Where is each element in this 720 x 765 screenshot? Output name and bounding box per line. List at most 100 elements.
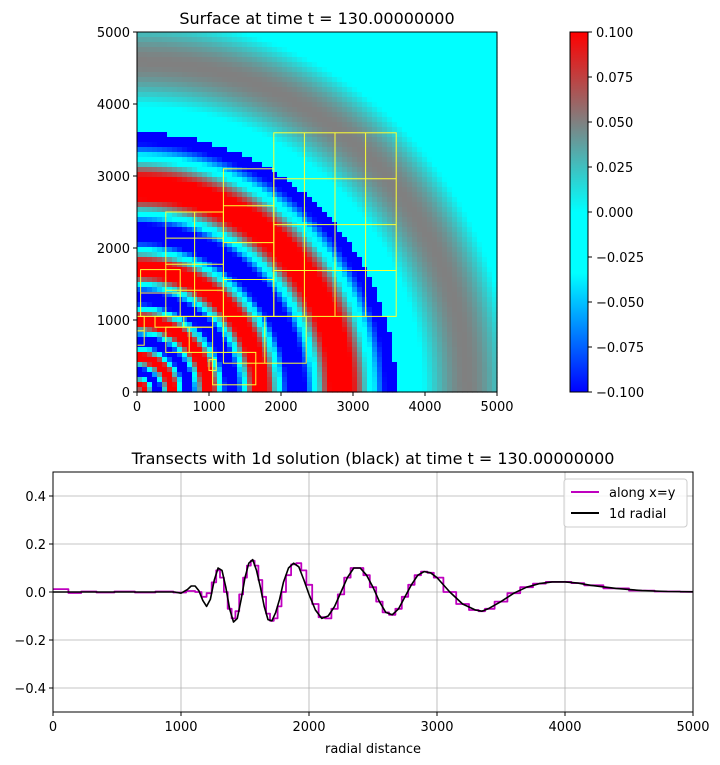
heatmap-cell [327,242,333,248]
heatmap-cell [162,357,168,363]
heatmap-cell [312,207,318,213]
heatmap-cell [297,32,303,38]
heatmap-cell [282,242,288,248]
heatmap-cell [312,372,318,378]
heatmap-cell [252,187,258,193]
heatmap-cell [347,252,353,258]
heatmap-cell [252,122,258,128]
heatmap-cell [277,237,283,243]
heatmap-cell [317,62,323,68]
heatmap-cell [247,302,253,308]
heatmap-cell [142,362,148,368]
heatmap-cell [477,222,483,228]
heatmap-cell [202,317,208,323]
heatmap-cell [377,237,383,243]
heatmap-cell [157,317,163,323]
heatmap-cell [157,62,163,68]
heatmap-cell [202,162,208,168]
heatmap-cell [267,372,273,378]
heatmap-cell [437,62,443,68]
heatmap-cell [392,272,398,278]
heatmap-cell [472,127,478,133]
heatmap-cell [157,167,163,173]
heatmap-cell [317,217,323,223]
heatmap-cell [397,42,403,48]
heatmap-cell [217,352,223,358]
heatmap-cell [377,37,383,43]
heatmap-cell [362,362,368,368]
heatmap-cell [337,127,343,133]
heatmap-cell [282,72,288,78]
heatmap-cell [147,217,153,223]
heatmap-cell [372,157,378,163]
heatmap-cell [337,227,343,233]
heatmap-cell [267,262,273,268]
heatmap-cell [372,102,378,108]
heatmap-cell [257,42,263,48]
heatmap-cell [207,197,213,203]
heatmap-cell [327,142,333,148]
heatmap-cell [372,257,378,263]
heatmap-cell [147,102,153,108]
heatmap-cell [372,97,378,103]
heatmap-cell [162,387,168,393]
heatmap-cell [227,347,233,353]
heatmap-cell [457,282,463,288]
heatmap-cell [357,127,363,133]
heatmap-cell [412,132,418,138]
heatmap-cell [412,102,418,108]
heatmap-cell [287,322,293,328]
heatmap-cell [327,347,333,353]
heatmap-cell [267,247,273,253]
heatmap-cell [337,142,343,148]
heatmap-cell [472,132,478,138]
heatmap-cell [462,72,468,78]
heatmap-cell [447,172,453,178]
heatmap-cell [242,172,248,178]
heatmap-cell [447,92,453,98]
heatmap-cell [342,82,348,88]
heatmap-cell [337,262,343,268]
heatmap-cell [477,312,483,318]
heatmap-cell [142,172,148,178]
heatmap-cell [332,102,338,108]
heatmap-cell [147,387,153,393]
heatmap-cell [267,272,273,278]
heatmap-cell [157,32,163,38]
heatmap-cell [312,57,318,63]
heatmap-cell [382,82,388,88]
heatmap-cell [202,227,208,233]
heatmap-cell [417,87,423,93]
heatmap-cell [452,197,458,203]
heatmap-cell [432,262,438,268]
heatmap-cell [417,117,423,123]
heatmap-cell [187,77,193,83]
heatmap-cell [317,167,323,173]
heatmap-cell [287,257,293,263]
heatmap-cell [162,152,168,158]
heatmap-cell [212,327,218,333]
heatmap-cell [337,322,343,328]
heatmap-cell [212,122,218,128]
heatmap-cell [142,147,148,153]
heatmap-cell [407,322,413,328]
heatmap-cell [347,132,353,138]
heatmap-cell [367,47,373,53]
heatmap-cell [392,302,398,308]
heatmap-cell [472,382,478,388]
heatmap-cell [407,272,413,278]
heatmap-cell [377,152,383,158]
heatmap-cell [372,317,378,323]
heatmap-cell [237,202,243,208]
heatmap-cell [432,82,438,88]
heatmap-cell [317,137,323,143]
heatmap-cell [377,332,383,338]
heatmap-cell [197,212,203,218]
heatmap-cell [422,377,428,383]
heatmap-cell [307,212,313,218]
heatmap-cell [217,312,223,318]
heatmap-cell [457,342,463,348]
heatmap-cell [147,82,153,88]
heatmap-cell [272,307,278,313]
